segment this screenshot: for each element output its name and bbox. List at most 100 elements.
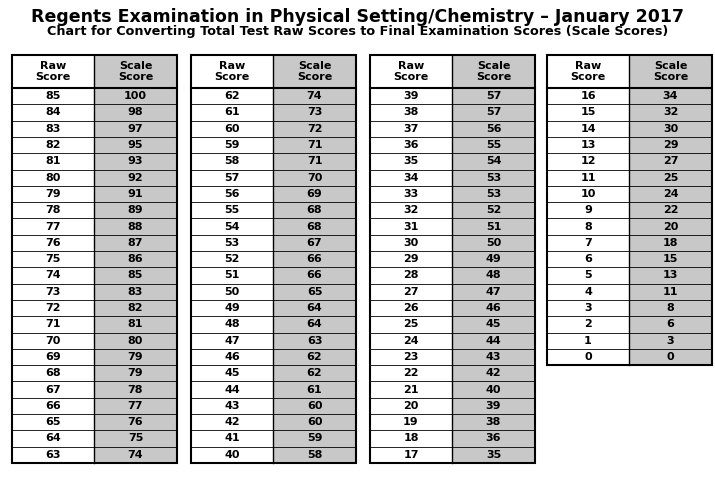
Text: 56: 56: [485, 124, 501, 134]
Bar: [273, 365, 356, 382]
Text: 64: 64: [45, 433, 61, 443]
Bar: [191, 235, 273, 251]
Text: 7: 7: [584, 238, 592, 248]
Bar: [191, 202, 273, 218]
Text: 55: 55: [225, 205, 240, 215]
Text: 70: 70: [45, 336, 61, 346]
Text: 53: 53: [486, 173, 501, 182]
Text: 37: 37: [403, 124, 419, 134]
Bar: [94, 382, 177, 398]
Bar: [94, 105, 177, 121]
Text: 19: 19: [403, 417, 419, 427]
Bar: [94, 235, 177, 251]
Text: 97: 97: [128, 124, 143, 134]
Bar: [273, 267, 356, 283]
Bar: [547, 349, 629, 365]
Bar: [191, 218, 273, 235]
Bar: [191, 382, 273, 398]
Bar: [629, 55, 712, 88]
Text: 68: 68: [307, 205, 322, 215]
Bar: [273, 430, 356, 447]
Text: 61: 61: [225, 107, 240, 117]
Text: 64: 64: [307, 303, 322, 313]
Bar: [12, 55, 177, 463]
Text: 57: 57: [485, 91, 501, 101]
Bar: [547, 55, 629, 88]
Text: 35: 35: [403, 156, 418, 166]
Text: 81: 81: [128, 319, 143, 329]
Text: 25: 25: [663, 173, 679, 182]
Bar: [547, 316, 629, 332]
Bar: [370, 365, 452, 382]
Bar: [191, 316, 273, 332]
Bar: [94, 202, 177, 218]
Text: 27: 27: [663, 156, 679, 166]
Text: 74: 74: [45, 271, 61, 281]
Text: 93: 93: [128, 156, 143, 166]
Bar: [12, 447, 94, 463]
Bar: [629, 332, 712, 349]
Bar: [452, 170, 535, 186]
Bar: [12, 88, 94, 105]
Text: 42: 42: [225, 417, 240, 427]
Bar: [629, 88, 712, 105]
Bar: [12, 365, 94, 382]
Text: 60: 60: [307, 401, 322, 411]
Text: 62: 62: [307, 368, 322, 378]
Bar: [273, 300, 356, 316]
Bar: [12, 398, 94, 414]
Text: 24: 24: [663, 189, 679, 199]
Text: 2: 2: [584, 319, 592, 329]
Text: 62: 62: [307, 352, 322, 362]
Text: 58: 58: [307, 450, 322, 460]
Bar: [452, 88, 535, 105]
Text: Scale
Score: Scale Score: [118, 61, 153, 82]
Bar: [94, 430, 177, 447]
Bar: [12, 55, 94, 88]
Text: 75: 75: [128, 433, 143, 443]
Text: 67: 67: [45, 385, 61, 394]
Text: 20: 20: [403, 401, 419, 411]
Bar: [191, 105, 273, 121]
Text: 36: 36: [485, 433, 501, 443]
Text: 49: 49: [224, 303, 240, 313]
Bar: [370, 430, 452, 447]
Text: 5: 5: [584, 271, 592, 281]
Text: 71: 71: [307, 156, 322, 166]
Text: 54: 54: [225, 221, 240, 232]
Bar: [370, 414, 452, 430]
Bar: [12, 316, 94, 332]
Bar: [94, 349, 177, 365]
Bar: [191, 88, 273, 105]
Bar: [370, 398, 452, 414]
Text: Raw
Score: Raw Score: [393, 61, 428, 82]
Text: Chart for Converting Total Test Raw Scores to Final Examination Scores (Scale Sc: Chart for Converting Total Test Raw Scor…: [47, 25, 668, 38]
Bar: [191, 186, 273, 202]
Text: 40: 40: [225, 450, 240, 460]
Text: 29: 29: [403, 254, 419, 264]
Text: 13: 13: [663, 271, 679, 281]
Bar: [273, 137, 356, 153]
Text: 82: 82: [45, 140, 61, 150]
Bar: [191, 55, 273, 88]
Text: 71: 71: [307, 140, 322, 150]
Text: 0: 0: [666, 352, 674, 362]
Text: 65: 65: [45, 417, 61, 427]
Text: 69: 69: [45, 352, 61, 362]
Text: 3: 3: [666, 336, 674, 346]
Text: 30: 30: [663, 124, 678, 134]
Bar: [191, 414, 273, 430]
Bar: [12, 105, 94, 121]
Text: 15: 15: [663, 254, 679, 264]
Bar: [370, 349, 452, 365]
Text: 52: 52: [225, 254, 240, 264]
Bar: [370, 137, 452, 153]
Text: 43: 43: [485, 352, 501, 362]
Bar: [452, 251, 535, 267]
Bar: [94, 300, 177, 316]
Text: 74: 74: [307, 91, 322, 101]
Bar: [547, 88, 629, 105]
Bar: [12, 170, 94, 186]
Text: 53: 53: [225, 238, 240, 248]
Bar: [452, 153, 535, 170]
